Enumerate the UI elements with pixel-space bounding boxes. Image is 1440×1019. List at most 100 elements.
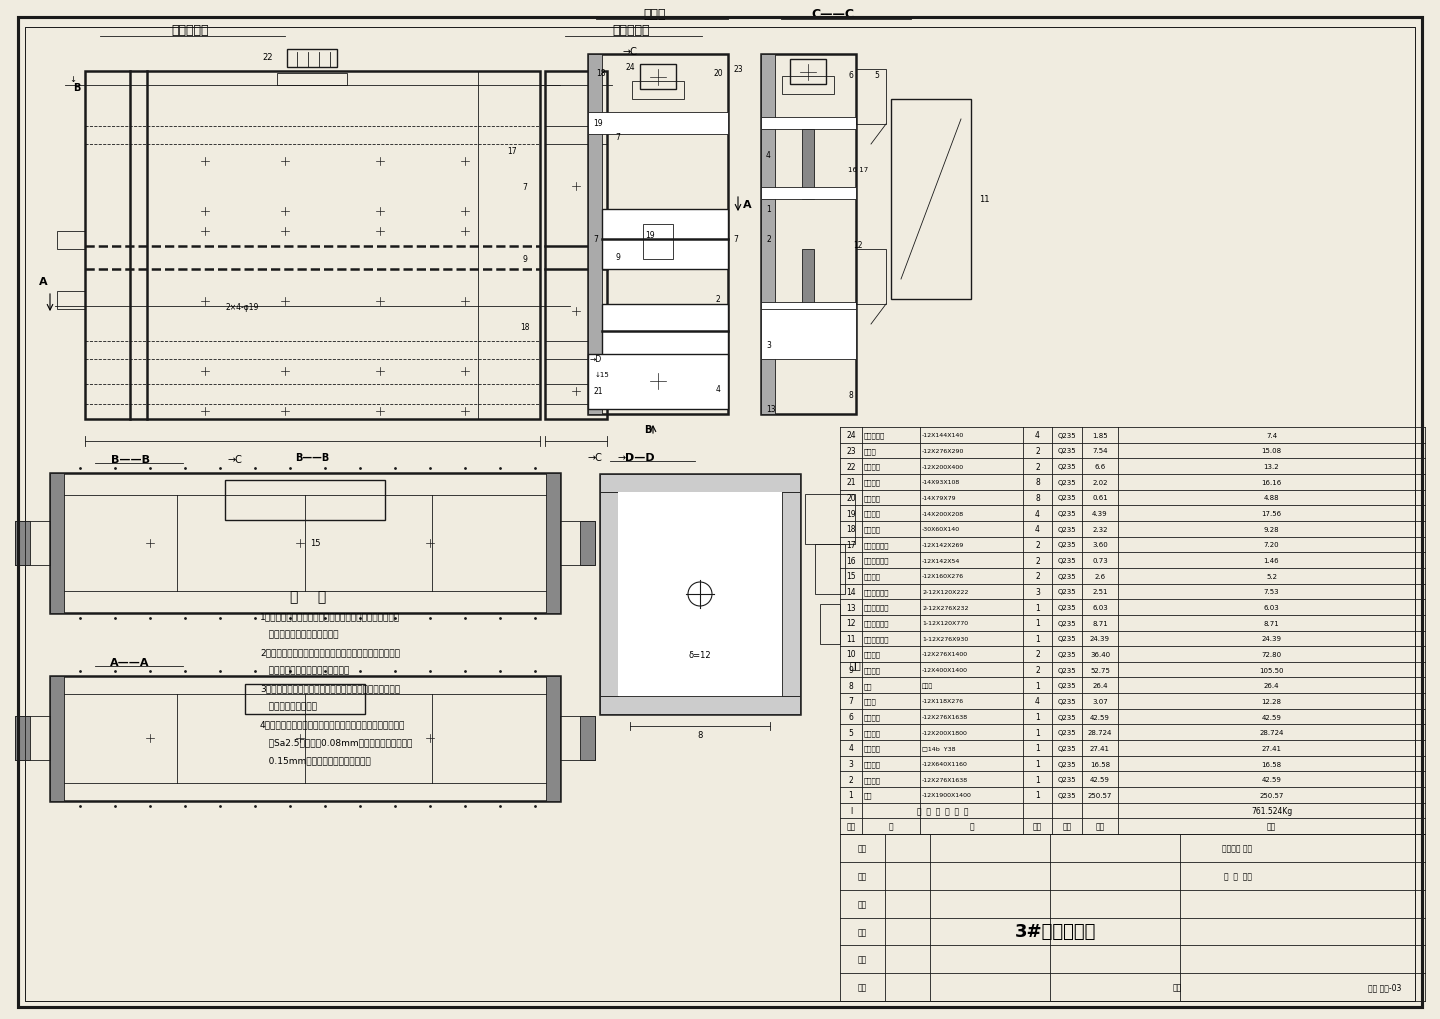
Text: 1: 1 [1035, 634, 1040, 643]
Text: 8.71: 8.71 [1264, 621, 1279, 626]
Text: Q235: Q235 [1058, 511, 1076, 517]
Text: 9: 9 [523, 255, 527, 264]
Text: 1: 1 [1035, 619, 1040, 628]
Bar [600, 696, 801, 714]
Text: -12X200X400: -12X200X400 [922, 465, 965, 469]
Text: 16.16: 16.16 [1261, 479, 1282, 485]
Text: 底架: 底架 [850, 659, 861, 669]
Text: 3: 3 [766, 340, 770, 350]
Text: 材料: 材料 [1063, 822, 1071, 830]
Text: 5.2: 5.2 [1266, 573, 1277, 579]
Text: →C: →C [588, 452, 602, 463]
Bar [791, 60, 827, 85]
Text: Q235: Q235 [1058, 730, 1076, 736]
Text: 13.2: 13.2 [1264, 464, 1279, 470]
Text: 6: 6 [848, 712, 854, 721]
Text: 9.28: 9.28 [1264, 526, 1279, 532]
Text: 19: 19 [593, 119, 602, 128]
Text: 1: 1 [1035, 603, 1040, 612]
Text: Q235: Q235 [1058, 621, 1076, 626]
Bar [50, 474, 560, 613]
Text: →C: →C [228, 454, 242, 465]
Text: 22: 22 [262, 53, 272, 62]
Text: 19: 19 [645, 230, 655, 239]
Text: 13: 13 [766, 406, 776, 414]
Text: 7.54: 7.54 [1093, 448, 1107, 454]
Text: 名: 名 [888, 822, 893, 830]
Text: 4、门叶侧边验收合格后进行防腐处理，喷砂除锈表面粗糙度: 4、门叶侧边验收合格后进行防腐处理，喷砂除锈表面粗糙度 [261, 719, 406, 729]
Text: -14X200X208: -14X200X208 [922, 512, 965, 516]
Text: 达Sa2.5，先喷涂0.08mm环氧富锌底漆，后喷涂: 达Sa2.5，先喷涂0.08mm环氧富锌底漆，后喷涂 [261, 738, 412, 747]
Bar [14, 716, 50, 760]
Text: -12X142X54: -12X142X54 [922, 558, 960, 564]
Bar [600, 475, 801, 714]
Text: I: I [850, 806, 852, 815]
Text: -12X118X276: -12X118X276 [922, 699, 965, 704]
Text: 数量: 数量 [1032, 822, 1043, 830]
Text: 16.58: 16.58 [1261, 761, 1282, 767]
Text: 8: 8 [1035, 493, 1040, 502]
Text: 0.73: 0.73 [1092, 557, 1107, 564]
Text: 72.80: 72.80 [1261, 651, 1282, 657]
Text: Q235: Q235 [1058, 448, 1076, 454]
Text: 3.60: 3.60 [1092, 542, 1107, 548]
Bar [805, 494, 855, 544]
Text: Q235: Q235 [1058, 432, 1076, 438]
Text: 设计: 设计 [857, 927, 867, 936]
Text: 2: 2 [1035, 556, 1040, 565]
Text: 26.4: 26.4 [1093, 683, 1107, 689]
Text: -12X276X290: -12X276X290 [922, 448, 965, 453]
Text: 1: 1 [1035, 744, 1040, 753]
Text: 27.41: 27.41 [1090, 745, 1110, 751]
Text: 8: 8 [848, 390, 854, 399]
Text: 面板: 面板 [864, 792, 873, 799]
Text: 52.75: 52.75 [1090, 667, 1110, 673]
Text: 整直次棁翅缘: 整直次棁翅缘 [864, 589, 890, 595]
Text: 5: 5 [848, 728, 854, 737]
Text: 1-12X120X770: 1-12X120X770 [922, 621, 968, 626]
Text: 6.03: 6.03 [1092, 604, 1107, 610]
Text: 1.46: 1.46 [1264, 557, 1279, 564]
Text: Q235: Q235 [1058, 761, 1076, 767]
Text: 侧向挡块: 侧向挡块 [864, 526, 881, 533]
Text: 2-12X276X232: 2-12X276X232 [922, 605, 969, 610]
Text: 26.4: 26.4 [1264, 683, 1279, 689]
Text: 42.59: 42.59 [1261, 776, 1282, 783]
Text: 28.724: 28.724 [1260, 730, 1283, 736]
Text: 2: 2 [1035, 463, 1040, 471]
Text: 27.41: 27.41 [1261, 745, 1282, 751]
Bar [632, 82, 684, 100]
Text: 1: 1 [1035, 728, 1040, 737]
Bar [760, 118, 855, 129]
Text: 1: 1 [1035, 712, 1040, 721]
Text: 7: 7 [593, 235, 598, 245]
Text: 顶棁翅缘: 顶棁翅缘 [864, 730, 881, 736]
Text: 8: 8 [848, 681, 854, 690]
Text: Q235: Q235 [1058, 698, 1076, 704]
Text: -12X276X1638: -12X276X1638 [922, 776, 968, 782]
Bar [546, 474, 560, 613]
Text: 9: 9 [615, 254, 619, 262]
Bar [225, 481, 384, 521]
Text: 图号 金结-03: 图号 金结-03 [1368, 982, 1401, 991]
Text: 1: 1 [848, 791, 854, 800]
Text: 4: 4 [1035, 510, 1040, 518]
Bar [588, 55, 729, 415]
Bar [276, 74, 347, 86]
Text: 15: 15 [847, 572, 855, 581]
Bar [588, 355, 729, 410]
Text: Q235: Q235 [1058, 714, 1076, 719]
Text: 12.28: 12.28 [1261, 698, 1282, 704]
Text: 18: 18 [847, 525, 855, 534]
Bar [58, 291, 85, 310]
Text: 吸耳板: 吸耳板 [864, 447, 877, 454]
Text: 1、门叶系焊接结构，所有焊缝均为连续焊缝，焊缝高度应: 1、门叶系焊接结构，所有焊缝均为连续焊缝，焊缝高度应 [261, 611, 400, 621]
Text: -12X200X1800: -12X200X1800 [922, 730, 968, 735]
Bar [644, 225, 672, 260]
Bar [760, 187, 855, 200]
Text: 3: 3 [1035, 587, 1040, 596]
Text: 挡块劲板: 挡块劲板 [864, 479, 881, 486]
Text: 底架: 底架 [864, 683, 873, 689]
Text: 3: 3 [848, 759, 854, 768]
Text: 迎水面立视: 迎水面立视 [171, 23, 209, 37]
